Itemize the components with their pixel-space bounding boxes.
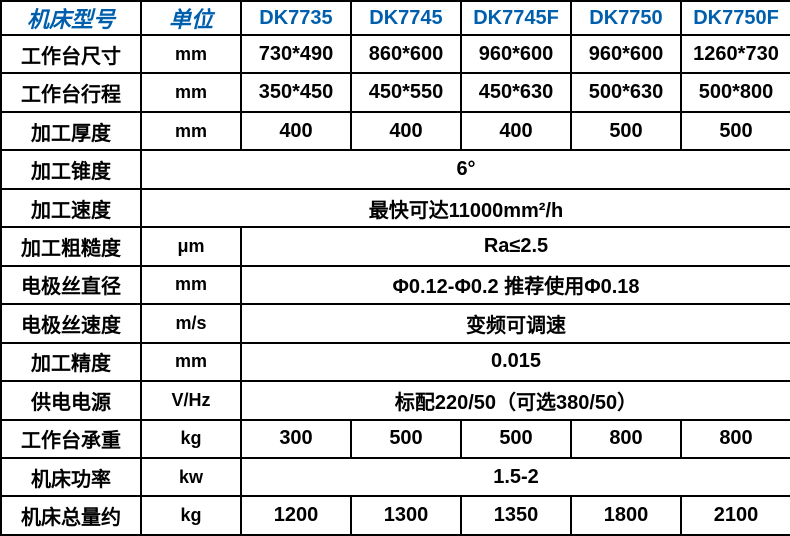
cell-value: 1200 [241, 496, 351, 535]
row-label: 加工锥度 [1, 150, 141, 188]
row-spanned-value: 标配220/50（可选380/50） [241, 381, 790, 419]
table-row: 加工粗糙度μmRa≤2.5 [1, 227, 790, 265]
table-row: 机床总量约kg12001300135018002100 [1, 496, 790, 535]
row-unit: μm [141, 227, 241, 265]
table-row: 加工精度mm0.015 [1, 343, 790, 381]
row-label: 加工粗糙度 [1, 227, 141, 265]
cell-value: 450*630 [461, 73, 571, 111]
table-row: 工作台承重kg300500500800800 [1, 420, 790, 458]
row-unit: kw [141, 458, 241, 496]
row-spanned-value: 0.015 [241, 343, 790, 381]
cell-value: 1300 [351, 496, 461, 535]
cell-value: 350*450 [241, 73, 351, 111]
col-header-model-4: DK7750F [681, 1, 790, 35]
table-row: 电极丝速度m/s变频可调速 [1, 304, 790, 342]
table-row: 加工厚度mm400400400500500 [1, 112, 790, 150]
table-row: 供电电源V/Hz标配220/50（可选380/50） [1, 381, 790, 419]
row-label: 电极丝速度 [1, 304, 141, 342]
col-header-model-1: DK7745 [351, 1, 461, 35]
row-label: 电极丝直径 [1, 266, 141, 304]
row-label: 工作台承重 [1, 420, 141, 458]
cell-value: 960*600 [571, 35, 681, 73]
cell-value: 500 [571, 112, 681, 150]
col-header-model-3: DK7750 [571, 1, 681, 35]
cell-value: 730*490 [241, 35, 351, 73]
row-label: 工作台尺寸 [1, 35, 141, 73]
row-unit: mm [141, 73, 241, 111]
cell-value: 500 [461, 420, 571, 458]
row-spanned-value: 1.5-2 [241, 458, 790, 496]
cell-value: 400 [241, 112, 351, 150]
table-row: 加工锥度6° [1, 150, 790, 188]
row-unit: m/s [141, 304, 241, 342]
row-label: 供电电源 [1, 381, 141, 419]
table-row: 电极丝直径mmΦ0.12-Φ0.2 推荐使用Φ0.18 [1, 266, 790, 304]
table-row: 工作台尺寸mm730*490860*600960*600960*6001260*… [1, 35, 790, 73]
row-unit: mm [141, 112, 241, 150]
cell-value: 800 [681, 420, 790, 458]
table-row: 加工速度最快可达11000mm²/h [1, 189, 790, 227]
col-header-model-0: DK7735 [241, 1, 351, 35]
table-row: 机床功率kw1.5-2 [1, 458, 790, 496]
cell-value: 1350 [461, 496, 571, 535]
col-header-unit: 单位 [141, 1, 241, 35]
cell-value: 960*600 [461, 35, 571, 73]
col-header-model-2: DK7745F [461, 1, 571, 35]
row-label: 加工厚度 [1, 112, 141, 150]
row-unit: kg [141, 420, 241, 458]
row-unit: mm [141, 35, 241, 73]
cell-value: 500*630 [571, 73, 681, 111]
cell-value: 860*600 [351, 35, 461, 73]
row-label: 加工速度 [1, 189, 141, 227]
row-label: 机床功率 [1, 458, 141, 496]
specs-table: 机床型号 单位 DK7735 DK7745 DK7745F DK7750 DK7… [0, 0, 790, 536]
specs-body: 工作台尺寸mm730*490860*600960*600960*6001260*… [1, 35, 790, 535]
row-unit: V/Hz [141, 381, 241, 419]
row-unit: mm [141, 266, 241, 304]
row-spanned-value: 6° [141, 150, 790, 188]
cell-value: 800 [571, 420, 681, 458]
cell-value: 500 [681, 112, 790, 150]
cell-value: 1800 [571, 496, 681, 535]
col-header-model-label: 机床型号 [1, 1, 141, 35]
cell-value: 300 [241, 420, 351, 458]
row-label: 加工精度 [1, 343, 141, 381]
table-row: 工作台行程mm350*450450*550450*630500*630500*8… [1, 73, 790, 111]
row-spanned-value: Φ0.12-Φ0.2 推荐使用Φ0.18 [241, 266, 790, 304]
row-label: 工作台行程 [1, 73, 141, 111]
cell-value: 2100 [681, 496, 790, 535]
cell-value: 500 [351, 420, 461, 458]
row-label: 机床总量约 [1, 496, 141, 535]
row-spanned-value: 最快可达11000mm²/h [141, 189, 790, 227]
row-unit: mm [141, 343, 241, 381]
cell-value: 400 [351, 112, 461, 150]
header-row: 机床型号 单位 DK7735 DK7745 DK7745F DK7750 DK7… [1, 1, 790, 35]
cell-value: 400 [461, 112, 571, 150]
cell-value: 1260*730 [681, 35, 790, 73]
cell-value: 450*550 [351, 73, 461, 111]
row-spanned-value: Ra≤2.5 [241, 227, 790, 265]
row-spanned-value: 变频可调速 [241, 304, 790, 342]
cell-value: 500*800 [681, 73, 790, 111]
row-unit: kg [141, 496, 241, 535]
